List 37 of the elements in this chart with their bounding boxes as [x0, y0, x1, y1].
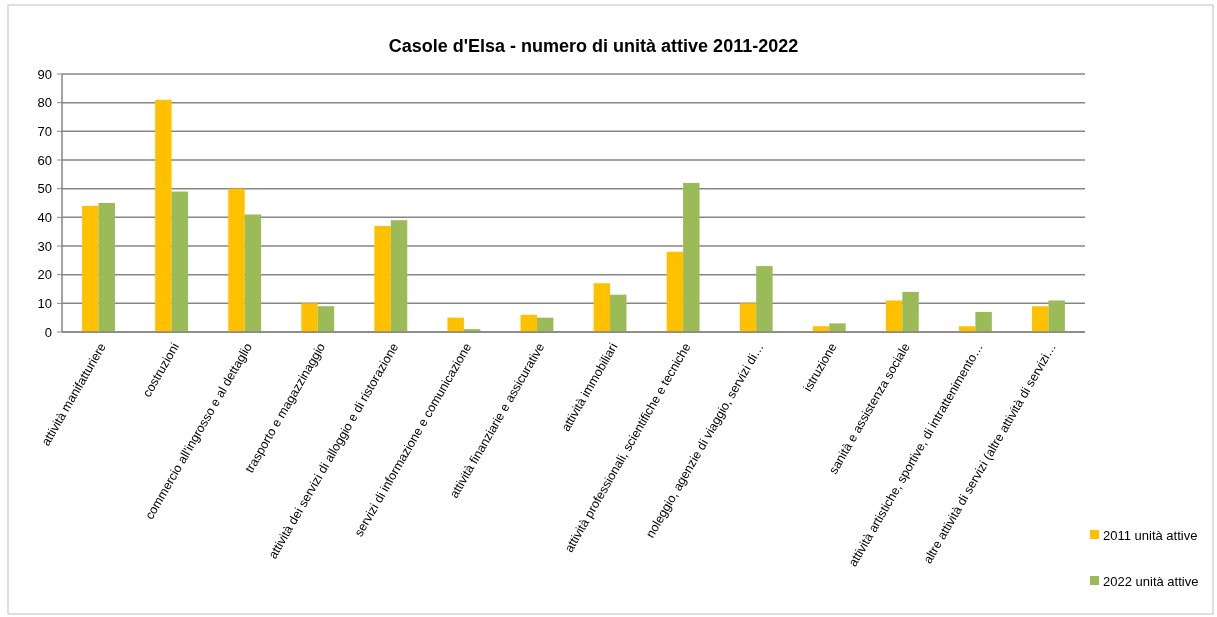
y-tick-label: 50: [37, 181, 52, 197]
bar: [228, 188, 245, 332]
y-tick-label: 60: [37, 152, 52, 168]
y-tick-label: 40: [37, 209, 52, 225]
bar: [829, 323, 846, 332]
y-tick-label: 0: [44, 324, 52, 340]
bar: [171, 191, 189, 332]
bar: [610, 294, 627, 332]
legend-label: 2011 unità attive: [1103, 527, 1198, 543]
bar: [1032, 306, 1049, 332]
bar: [317, 306, 335, 332]
y-tick-label: 30: [37, 238, 52, 254]
bar: [902, 291, 919, 332]
bar: [885, 300, 903, 332]
bar: [301, 303, 318, 332]
bar: [1048, 300, 1065, 332]
bar: [683, 182, 700, 332]
bar: [447, 317, 464, 332]
bar: [390, 220, 408, 332]
bar: [739, 303, 757, 332]
bar: [593, 283, 611, 332]
legend-label: 2022 unità attive: [1103, 573, 1199, 589]
bar: [82, 205, 99, 332]
bar: [520, 314, 537, 332]
bar: [975, 311, 992, 332]
bar: [666, 251, 684, 332]
y-tick-label: 90: [37, 66, 52, 82]
y-tick-label: 70: [37, 123, 52, 139]
chart-title: Casole d'Elsa - numero di unità attive 2011-2022: [388, 36, 799, 56]
bar: [756, 266, 773, 332]
bar: [374, 225, 391, 332]
y-tick-label: 10: [37, 295, 52, 311]
bar: [244, 214, 262, 332]
bar: [98, 203, 115, 332]
bar: [155, 99, 172, 332]
y-tick-label: 20: [37, 267, 52, 283]
y-tick-label: 80: [37, 95, 52, 111]
